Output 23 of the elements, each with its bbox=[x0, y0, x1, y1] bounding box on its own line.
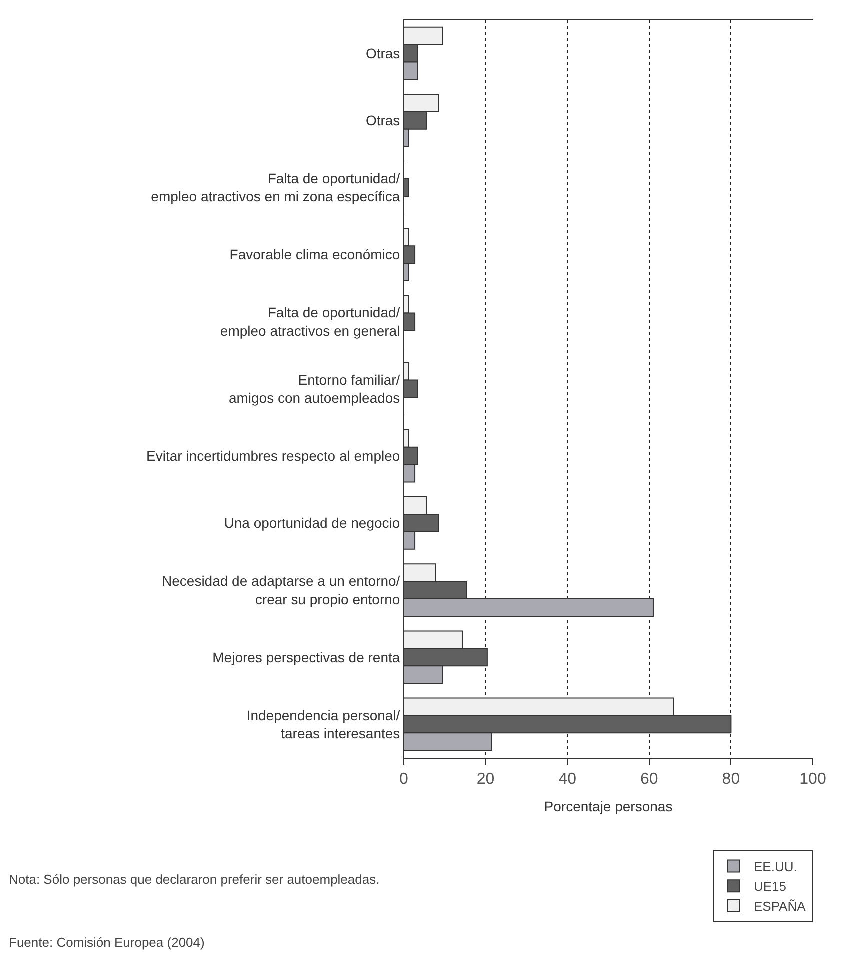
y-tick-label: Independencia personal/ tareas interesantes bbox=[246, 707, 400, 742]
x-tick-label: 60 bbox=[640, 771, 658, 788]
y-tick-label: Entorno familiar/ amigos con autoempleados bbox=[228, 372, 400, 406]
x-tick-label: 0 bbox=[400, 771, 409, 788]
y-tick-label: Evitar incertidumbres respecto al empleo bbox=[146, 448, 400, 464]
text: Nota: Sólo personas que declararon preferir ser autoempleadas. bbox=[9, 872, 380, 887]
y-tick-label: Otras bbox=[366, 45, 400, 62]
x-tick-label: 100 bbox=[800, 771, 826, 788]
y-tick-label: Una oportunidad de negocio bbox=[224, 515, 400, 532]
y-tick-label: Favorable clima económico bbox=[230, 246, 400, 263]
source-note: Fuente: Comisión Europea (2004) bbox=[9, 935, 205, 950]
y-tick-label: Falta de oportunidad/ empleo atractivos en mi zona específica bbox=[151, 170, 400, 205]
legend-label: EE.UU. bbox=[754, 859, 798, 874]
y-tick-label: Otras bbox=[366, 112, 400, 129]
x-axis-title: Porcentaje personas bbox=[544, 798, 673, 814]
x-tick-label: 40 bbox=[558, 771, 577, 788]
x-tick-label: 20 bbox=[476, 771, 495, 788]
y-tick-label: Mejores perspectivas de renta bbox=[212, 649, 400, 666]
x-tick-label: 80 bbox=[722, 771, 740, 788]
y-tick-label: Falta de oportunidad/ empleo atractivos en general bbox=[220, 304, 400, 339]
y-tick-label: Necesidad de adaptarse a un entorno/ crear su propio entorno bbox=[162, 573, 400, 608]
legend-label: UE15 bbox=[754, 879, 787, 894]
legend-label: ESPAÑA bbox=[754, 899, 806, 914]
